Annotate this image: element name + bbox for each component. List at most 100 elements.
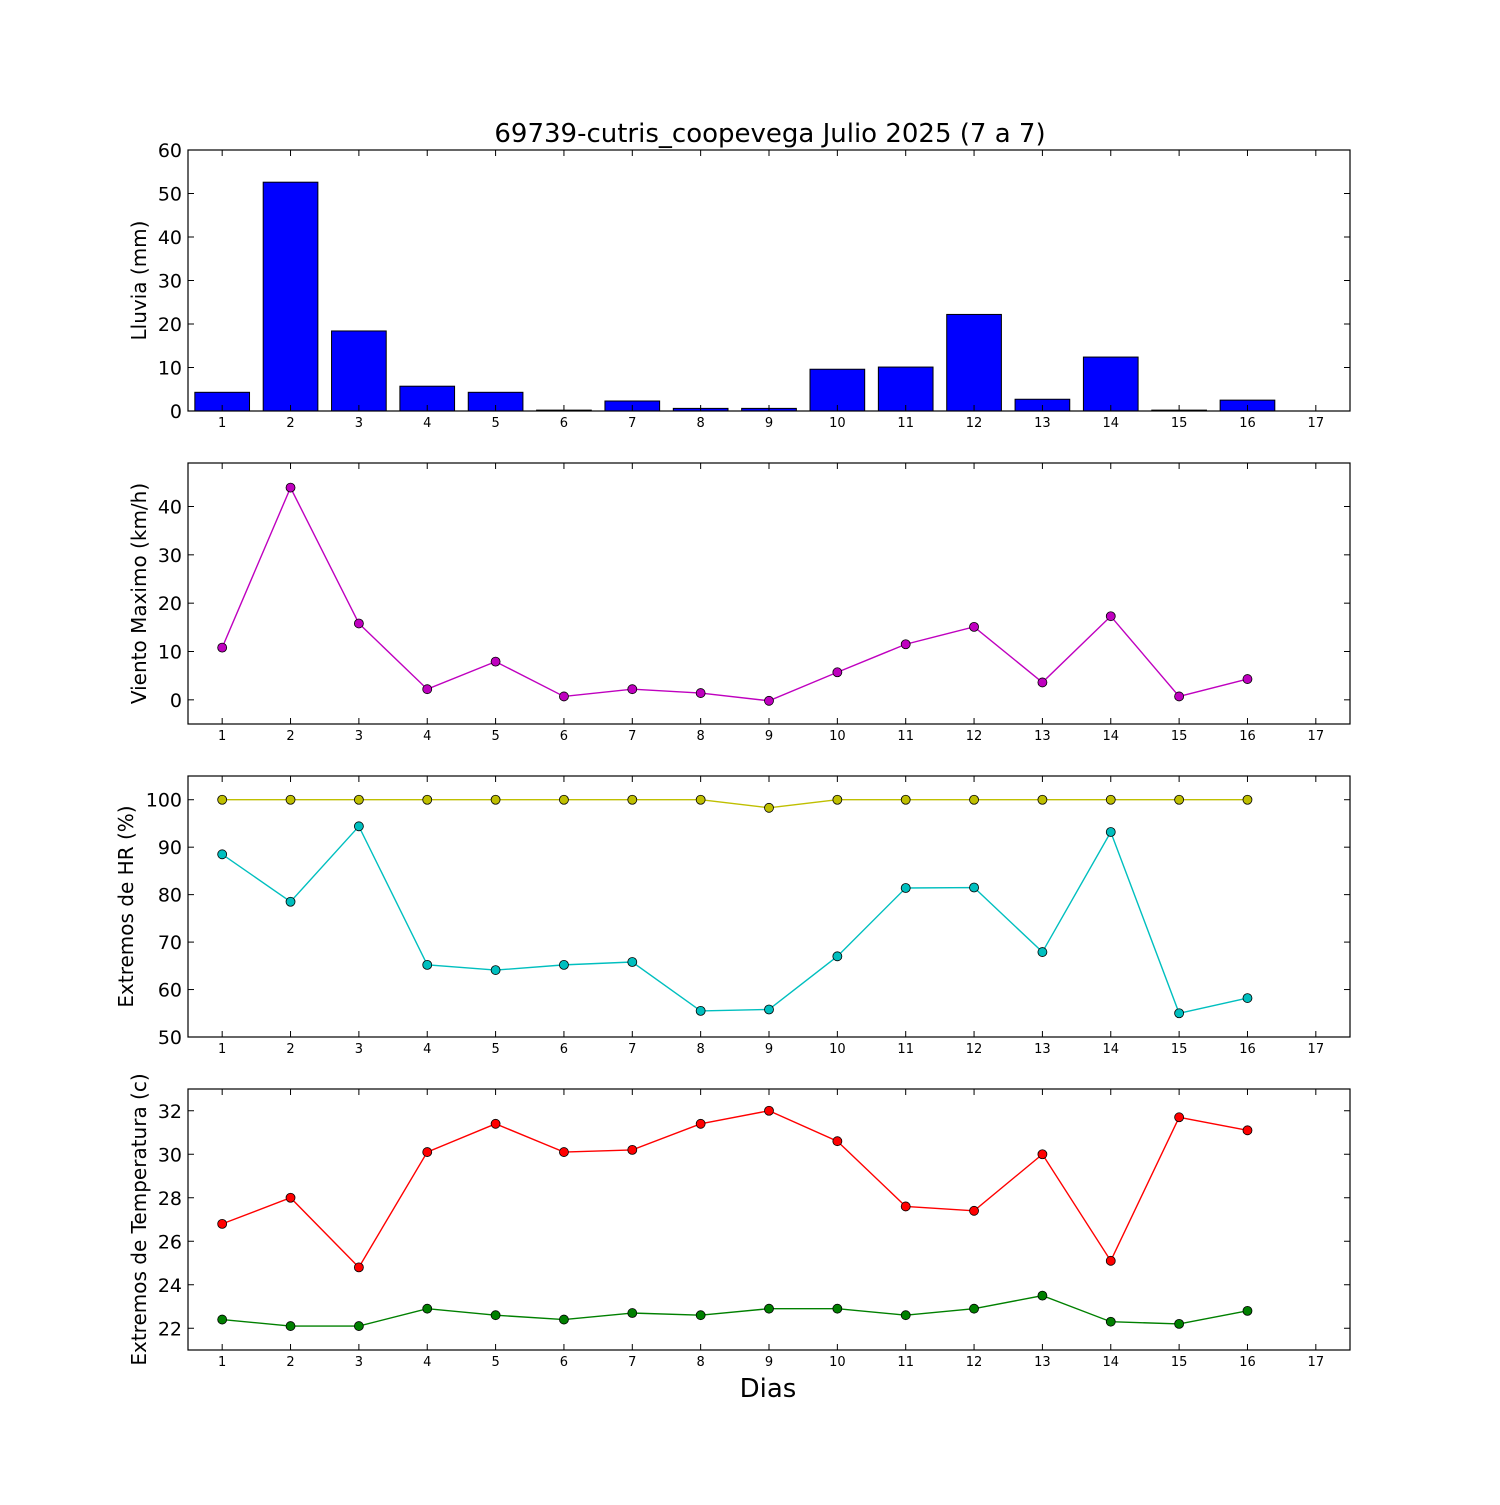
x-tick-label: 4 [423,1355,431,1370]
series-line-2 [222,1294,1248,1327]
series-1-point-day-7 [627,684,638,695]
series-2-point-day-2 [285,1321,296,1331]
x-tick-label: 6 [560,1042,568,1057]
series-2-point-day-6 [559,1314,569,1325]
series-1-point-day-12 [969,1205,979,1216]
series-2-point-day-10 [832,1303,843,1314]
y-tick-label: 30 [158,271,182,293]
x-tick-label: 9 [765,1042,773,1057]
chart-panel-3: 1 2 3 4 5 6 7 8 9 10 11 12 13 14 15 16 175060708090100Ex… [114,775,1351,1057]
series-2-point-day-8 [695,1310,706,1321]
series-2-point-day-1 [217,1314,228,1325]
series-line-1 [221,1110,1248,1269]
x-tick-label: 15 [1171,1355,1188,1370]
x-tick-label: 4 [423,729,431,744]
y-tick-label: 60 [158,140,182,162]
series-2-point-day-7 [627,1308,638,1318]
y-tick-label: 50 [158,184,182,206]
series-2-point-day-2 [285,896,296,907]
x-tick-label: 3 [355,1355,363,1370]
y-tick-label: 40 [158,227,182,249]
y-tick-label: 26 [158,1231,182,1253]
x-axis-label: Dias [740,1374,797,1404]
x-tick-label: 16 [1239,1355,1256,1370]
y-tick-label: 40 [158,497,182,519]
series-1-point-day-11 [900,639,911,650]
series-2-point-day-10 [832,951,843,962]
x-tick-label: 15 [1171,416,1188,431]
x-tick-label: 3 [355,416,363,431]
x-tick-label: 12 [966,729,983,744]
y-tick-label: 60 [158,980,182,1002]
y-tick-label: 80 [158,885,182,907]
x-tick-label: 4 [423,416,431,431]
x-tick-label: 6 [560,729,568,744]
series-1-point-day-12 [969,794,979,805]
series-2-point-day-14 [1105,827,1116,837]
x-tick-label: 12 [966,1355,983,1370]
series-1-point-day-2 [285,1192,296,1203]
y-tick-label: 20 [158,314,182,336]
series-1-point-day-9 [764,695,774,706]
bar-day-2 [262,181,319,412]
bar-day-12 [946,313,1002,412]
series-2-point-day-15 [1174,1008,1185,1019]
x-tick-label: 16 [1239,1042,1256,1057]
x-tick-label: 13 [1034,1355,1051,1370]
series-1-point-day-1 [217,642,228,653]
series-2-point-day-13 [1037,947,1048,957]
x-tick-label: 16 [1239,416,1256,431]
series-2-point-day-4 [422,959,433,970]
series-line-1 [222,799,1248,809]
bar-day-14 [1082,356,1139,412]
x-tick-label: 2 [286,416,294,431]
series-2-point-day-3 [353,1321,364,1331]
chart-panel-1: 1 2 3 4 5 6 7 8 9 10 11 12 13 14 15 16 170102030405060Ll… [127,140,1351,431]
y-tick-label: 70 [158,932,182,954]
series-2-point-day-16 [1242,1305,1253,1316]
series-1-point-day-7 [627,794,638,805]
x-tick-label: 7 [628,729,636,744]
x-tick-label: 7 [628,1042,636,1057]
x-tick-label: 13 [1034,416,1051,431]
chart-panel-4: 1 2 3 4 5 6 7 8 9 10 11 12 13 14 15 16 17222426283032Ext… [127,1073,1351,1370]
x-tick-label: 11 [897,1042,914,1057]
x-tick-label: 1 [218,1042,226,1057]
y-tick-label: 24 [158,1275,182,1297]
bar-day-3 [331,330,387,412]
x-tick-label: 5 [491,729,499,744]
x-tick-label: 5 [491,1042,499,1057]
series-line-1 [221,485,1248,702]
series-1-point-day-6 [559,691,569,702]
bar-day-11 [877,366,934,412]
series-1-point-day-13 [1037,1149,1048,1160]
x-tick-label: 7 [628,416,636,431]
series-1-point-day-3 [353,618,364,629]
y-axis-label: Extremos de Temperatura (c) [127,1073,151,1365]
y-tick-label: 10 [158,358,182,380]
x-tick-label: 17 [1308,1355,1325,1370]
x-tick-label: 14 [1102,1042,1119,1057]
x-tick-label: 6 [560,1355,568,1370]
y-tick-label: 0 [170,401,182,423]
axes-frame [187,462,1351,725]
x-tick-label: 11 [897,729,914,744]
chart-panel-2: 1 2 3 4 5 6 7 8 9 10 11 12 13 14 15 16 17010203040Viento… [127,462,1351,744]
series-2-point-day-6 [559,959,569,970]
series-2-point-day-12 [969,1303,979,1314]
series-1-point-day-10 [832,1136,843,1147]
series-1-point-day-8 [695,688,706,698]
series-1-point-day-1 [217,1218,228,1229]
axes-frame [187,775,1351,1038]
x-tick-label: 10 [829,416,846,431]
y-axis-label: Viento Maximo (km/h) [127,483,151,704]
series-1-point-day-16 [1242,674,1253,684]
series-1-point-day-13 [1037,794,1048,805]
y-axis-label: Extremos de HR (%) [114,805,138,1007]
series-1-point-day-15 [1174,794,1185,805]
x-tick-label: 14 [1102,1355,1119,1370]
x-tick-label: 11 [897,1355,914,1370]
series-1-point-day-8 [695,1118,706,1129]
series-2-point-day-14 [1105,1316,1116,1327]
